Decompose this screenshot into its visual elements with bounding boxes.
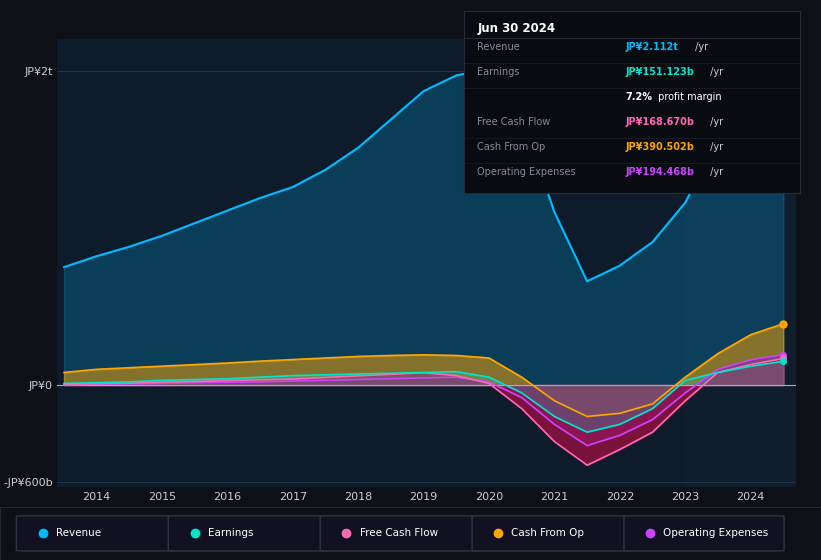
Text: /yr: /yr bbox=[707, 166, 723, 176]
Text: Free Cash Flow: Free Cash Flow bbox=[360, 529, 438, 538]
Bar bbox=[686, 39, 796, 487]
FancyBboxPatch shape bbox=[320, 516, 480, 551]
Text: /yr: /yr bbox=[707, 67, 723, 77]
Text: Revenue: Revenue bbox=[56, 529, 101, 538]
Text: JP¥390.502b: JP¥390.502b bbox=[626, 142, 695, 152]
Text: Earnings: Earnings bbox=[477, 67, 520, 77]
Text: Operating Expenses: Operating Expenses bbox=[477, 166, 576, 176]
Text: profit margin: profit margin bbox=[655, 92, 722, 102]
Text: JP¥194.468b: JP¥194.468b bbox=[626, 166, 695, 176]
Text: Cash From Op: Cash From Op bbox=[511, 529, 585, 538]
Text: Jun 30 2024: Jun 30 2024 bbox=[477, 22, 556, 35]
Text: JP¥2.112t: JP¥2.112t bbox=[626, 42, 678, 52]
Text: /yr: /yr bbox=[707, 117, 723, 127]
Text: Cash From Op: Cash From Op bbox=[477, 142, 546, 152]
Text: /yr: /yr bbox=[707, 142, 723, 152]
FancyBboxPatch shape bbox=[624, 516, 784, 551]
FancyBboxPatch shape bbox=[472, 516, 632, 551]
Text: /yr: /yr bbox=[692, 42, 709, 52]
Text: JP¥168.670b: JP¥168.670b bbox=[626, 117, 695, 127]
FancyBboxPatch shape bbox=[168, 516, 328, 551]
FancyBboxPatch shape bbox=[16, 516, 177, 551]
Text: Operating Expenses: Operating Expenses bbox=[663, 529, 768, 538]
Text: Revenue: Revenue bbox=[477, 42, 520, 52]
Text: Free Cash Flow: Free Cash Flow bbox=[477, 117, 551, 127]
Text: 7.2%: 7.2% bbox=[626, 92, 653, 102]
Text: JP¥151.123b: JP¥151.123b bbox=[626, 67, 695, 77]
Text: Earnings: Earnings bbox=[208, 529, 253, 538]
